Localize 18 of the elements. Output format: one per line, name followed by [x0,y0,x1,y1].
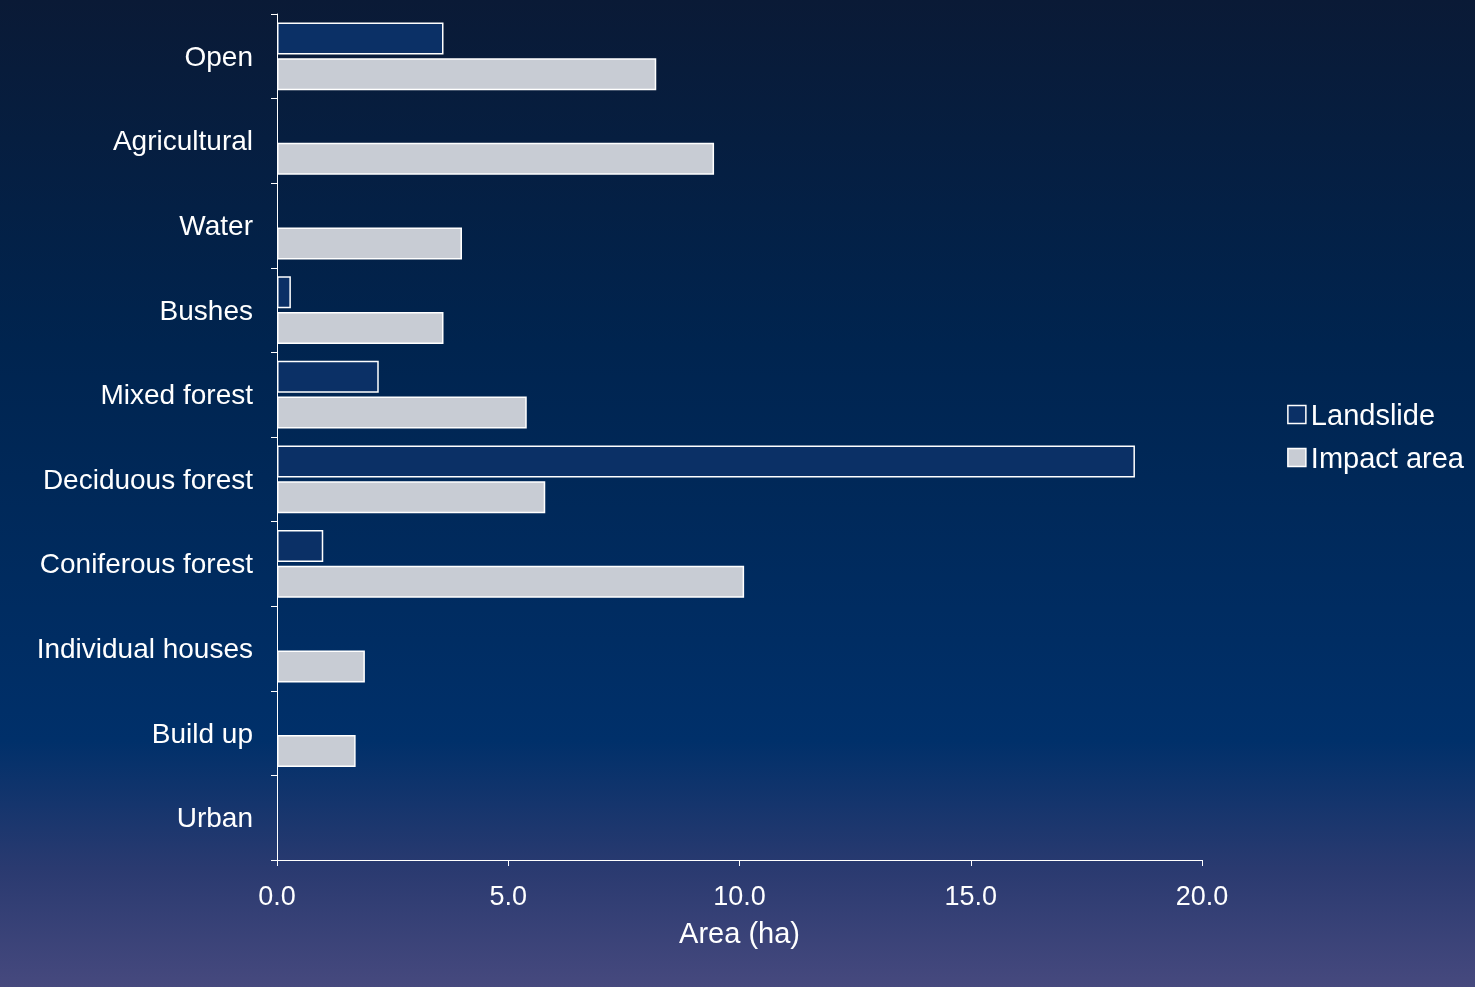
y-tick-label: Individual houses [36,633,253,664]
x-tick-label: 0.0 [258,880,296,911]
x-tick-label: 10.0 [713,880,766,911]
x-tick-label: 5.0 [489,880,528,911]
y-tick-label: Mixed forest [100,379,254,411]
y-tick-label: Deciduous forest [42,463,254,495]
y-tick-label: Urban [176,802,253,834]
y-tick-label: Water [179,210,253,241]
legend-label: Impact area [1310,441,1465,474]
legend-label: Landslide [1310,398,1436,431]
y-tick-label: Agricultural [112,125,253,157]
x-tick-label: 20.0 [1175,880,1229,911]
y-tick-label: Bushes [159,294,253,326]
y-tick-label: Coniferous forest [39,548,254,580]
y-tick-label: Build up [151,717,253,749]
x-tick-label: 15.0 [944,880,998,911]
y-tick-label: Open [184,40,253,72]
x-axis-title: Area (ha) [679,916,800,949]
